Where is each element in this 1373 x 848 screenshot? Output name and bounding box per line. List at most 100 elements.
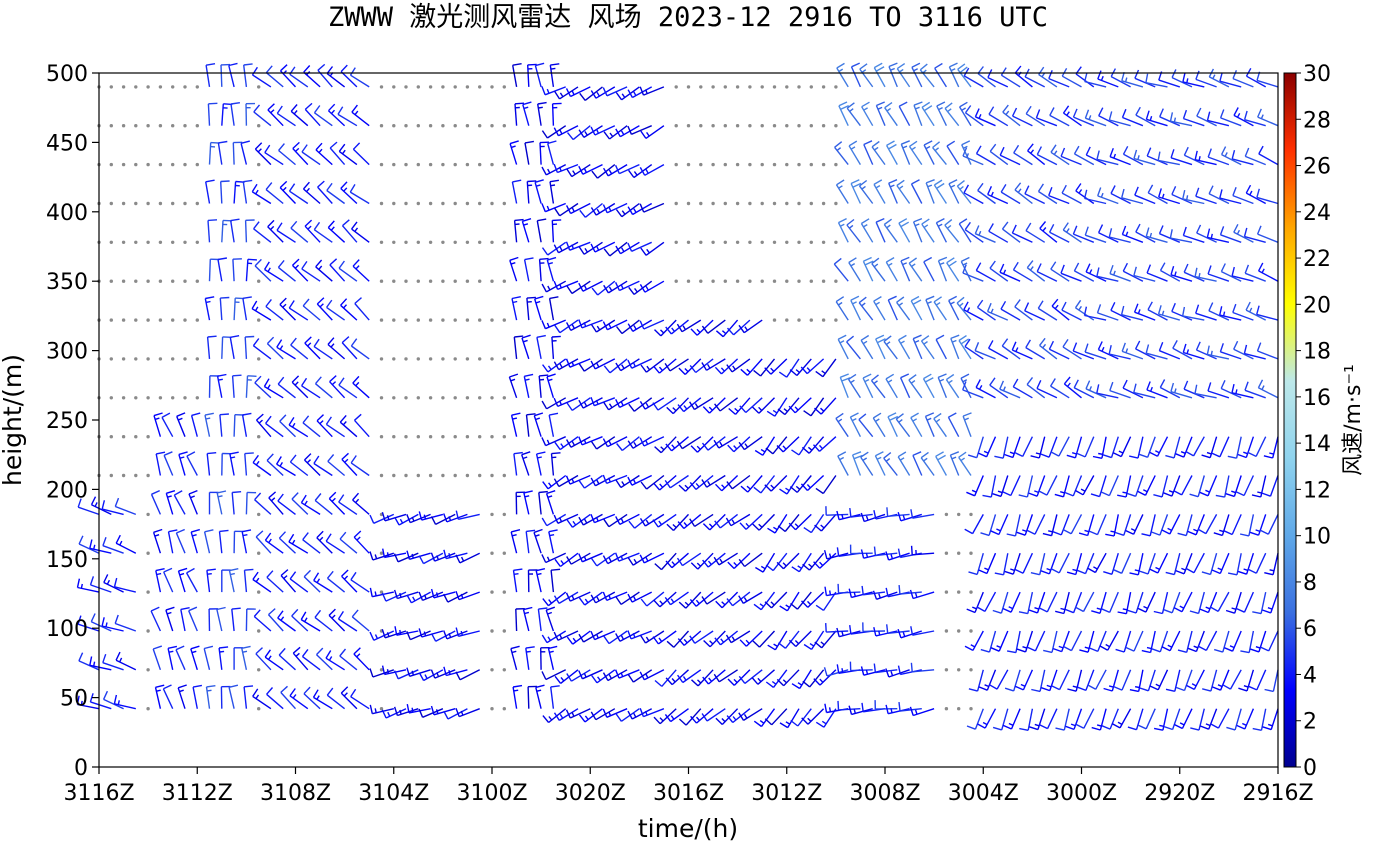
wind-barb <box>568 126 591 140</box>
wind-barb <box>912 63 922 87</box>
barb-feather <box>252 301 257 309</box>
barb-shaft <box>301 503 320 515</box>
barb-feather <box>703 407 709 414</box>
wind-barb <box>991 514 1008 534</box>
barb-shaft <box>151 611 160 631</box>
barb-half-feather <box>915 341 919 343</box>
barb-feather <box>1037 147 1041 155</box>
barb-half-feather <box>980 385 982 389</box>
barb-shaft <box>355 304 369 321</box>
missing-point <box>454 280 457 283</box>
colorbar-tick-label: 14 <box>1303 432 1331 457</box>
barb-feather <box>792 450 800 455</box>
barb-half-feather <box>684 406 687 410</box>
barb-feather <box>1136 341 1140 349</box>
barb-feather <box>548 141 557 143</box>
barb-half-feather <box>867 516 869 520</box>
barb-shaft <box>233 143 234 165</box>
barb-feather <box>976 263 980 271</box>
x-tick-label: 3104Z <box>358 781 429 806</box>
barb-shaft <box>246 220 247 242</box>
barb-half-feather <box>550 535 554 536</box>
barb-half-feather <box>609 441 611 445</box>
barb-feather <box>1171 112 1173 121</box>
barb-feather <box>802 718 808 724</box>
barb-feather <box>975 342 978 350</box>
wind-barb <box>691 553 713 569</box>
barb-shaft <box>162 417 173 436</box>
barb-feather <box>191 530 200 533</box>
barb-feather <box>777 679 783 685</box>
wind-barb <box>616 87 639 100</box>
barb-half-feather <box>798 683 802 685</box>
missing-point <box>183 85 186 88</box>
barb-half-feather <box>1230 646 1234 648</box>
barb-feather <box>350 184 355 192</box>
barb-half-feather <box>572 441 574 445</box>
barb-feather <box>1063 339 1068 347</box>
barb-feather <box>740 640 746 647</box>
colorbar-tick-label: 0 <box>1303 756 1317 781</box>
barb-half-feather <box>1181 452 1185 454</box>
barb-feather <box>993 611 1002 614</box>
wind-barb <box>837 180 849 204</box>
wind-barb <box>328 338 345 359</box>
barb-feather <box>207 686 216 687</box>
wind-barb <box>178 685 187 709</box>
missing-point <box>822 280 825 283</box>
wind-barb <box>728 437 750 452</box>
barb-feather <box>1031 456 1040 458</box>
wind-barb <box>959 219 971 242</box>
wind-barb <box>654 359 677 373</box>
barb-half-feather <box>156 690 160 691</box>
barb-feather <box>765 485 771 491</box>
barb-shaft <box>551 687 554 709</box>
barb-half-feather <box>772 682 776 685</box>
barb-feather <box>326 651 331 659</box>
wind-barb <box>549 413 558 436</box>
barb-feather <box>1146 228 1149 237</box>
barb-half-feather <box>1047 569 1051 571</box>
barb-feather <box>1138 491 1146 495</box>
barb-feather <box>317 298 324 304</box>
barb-feather <box>1005 571 1014 574</box>
barb-shaft <box>253 696 271 708</box>
barb-shaft <box>206 182 210 204</box>
wind-barb <box>1136 107 1155 126</box>
missing-point <box>748 124 751 127</box>
barb-shaft <box>1122 670 1131 690</box>
barb-feather <box>189 491 197 494</box>
barb-feather <box>1212 687 1220 690</box>
barb-half-feather <box>808 447 811 450</box>
wind-barb <box>1077 437 1094 457</box>
wind-barb <box>152 491 161 515</box>
barb-half-feather <box>449 670 450 674</box>
missing-point <box>257 318 260 321</box>
barb-feather <box>1252 612 1261 614</box>
barb-feather <box>220 414 229 415</box>
wind-barb <box>1063 223 1081 243</box>
y-axis-title: height/(m) <box>0 354 27 486</box>
barb-half-feather <box>1035 724 1039 725</box>
barb-feather <box>103 537 106 545</box>
barb-half-feather <box>773 527 777 529</box>
barb-shaft <box>1035 514 1045 534</box>
barb-feather <box>1236 609 1244 613</box>
barb-feather <box>542 203 545 211</box>
wind-barb <box>715 359 737 374</box>
barb-shaft <box>1232 514 1241 534</box>
barb-feather <box>1233 304 1236 312</box>
barb-feather <box>679 368 685 374</box>
barb-half-feather <box>1089 115 1091 119</box>
wind-barb <box>513 686 522 709</box>
barb-shaft <box>264 387 283 398</box>
missing-point <box>146 435 149 438</box>
barb-half-feather <box>343 150 346 154</box>
barb-shaft <box>912 670 934 672</box>
barb-feather <box>1173 340 1177 348</box>
barb-shaft <box>330 148 344 165</box>
barb-feather <box>889 180 897 184</box>
barb-half-feather <box>660 601 663 604</box>
wind-barb <box>1003 105 1020 126</box>
barb-feather <box>163 685 171 689</box>
